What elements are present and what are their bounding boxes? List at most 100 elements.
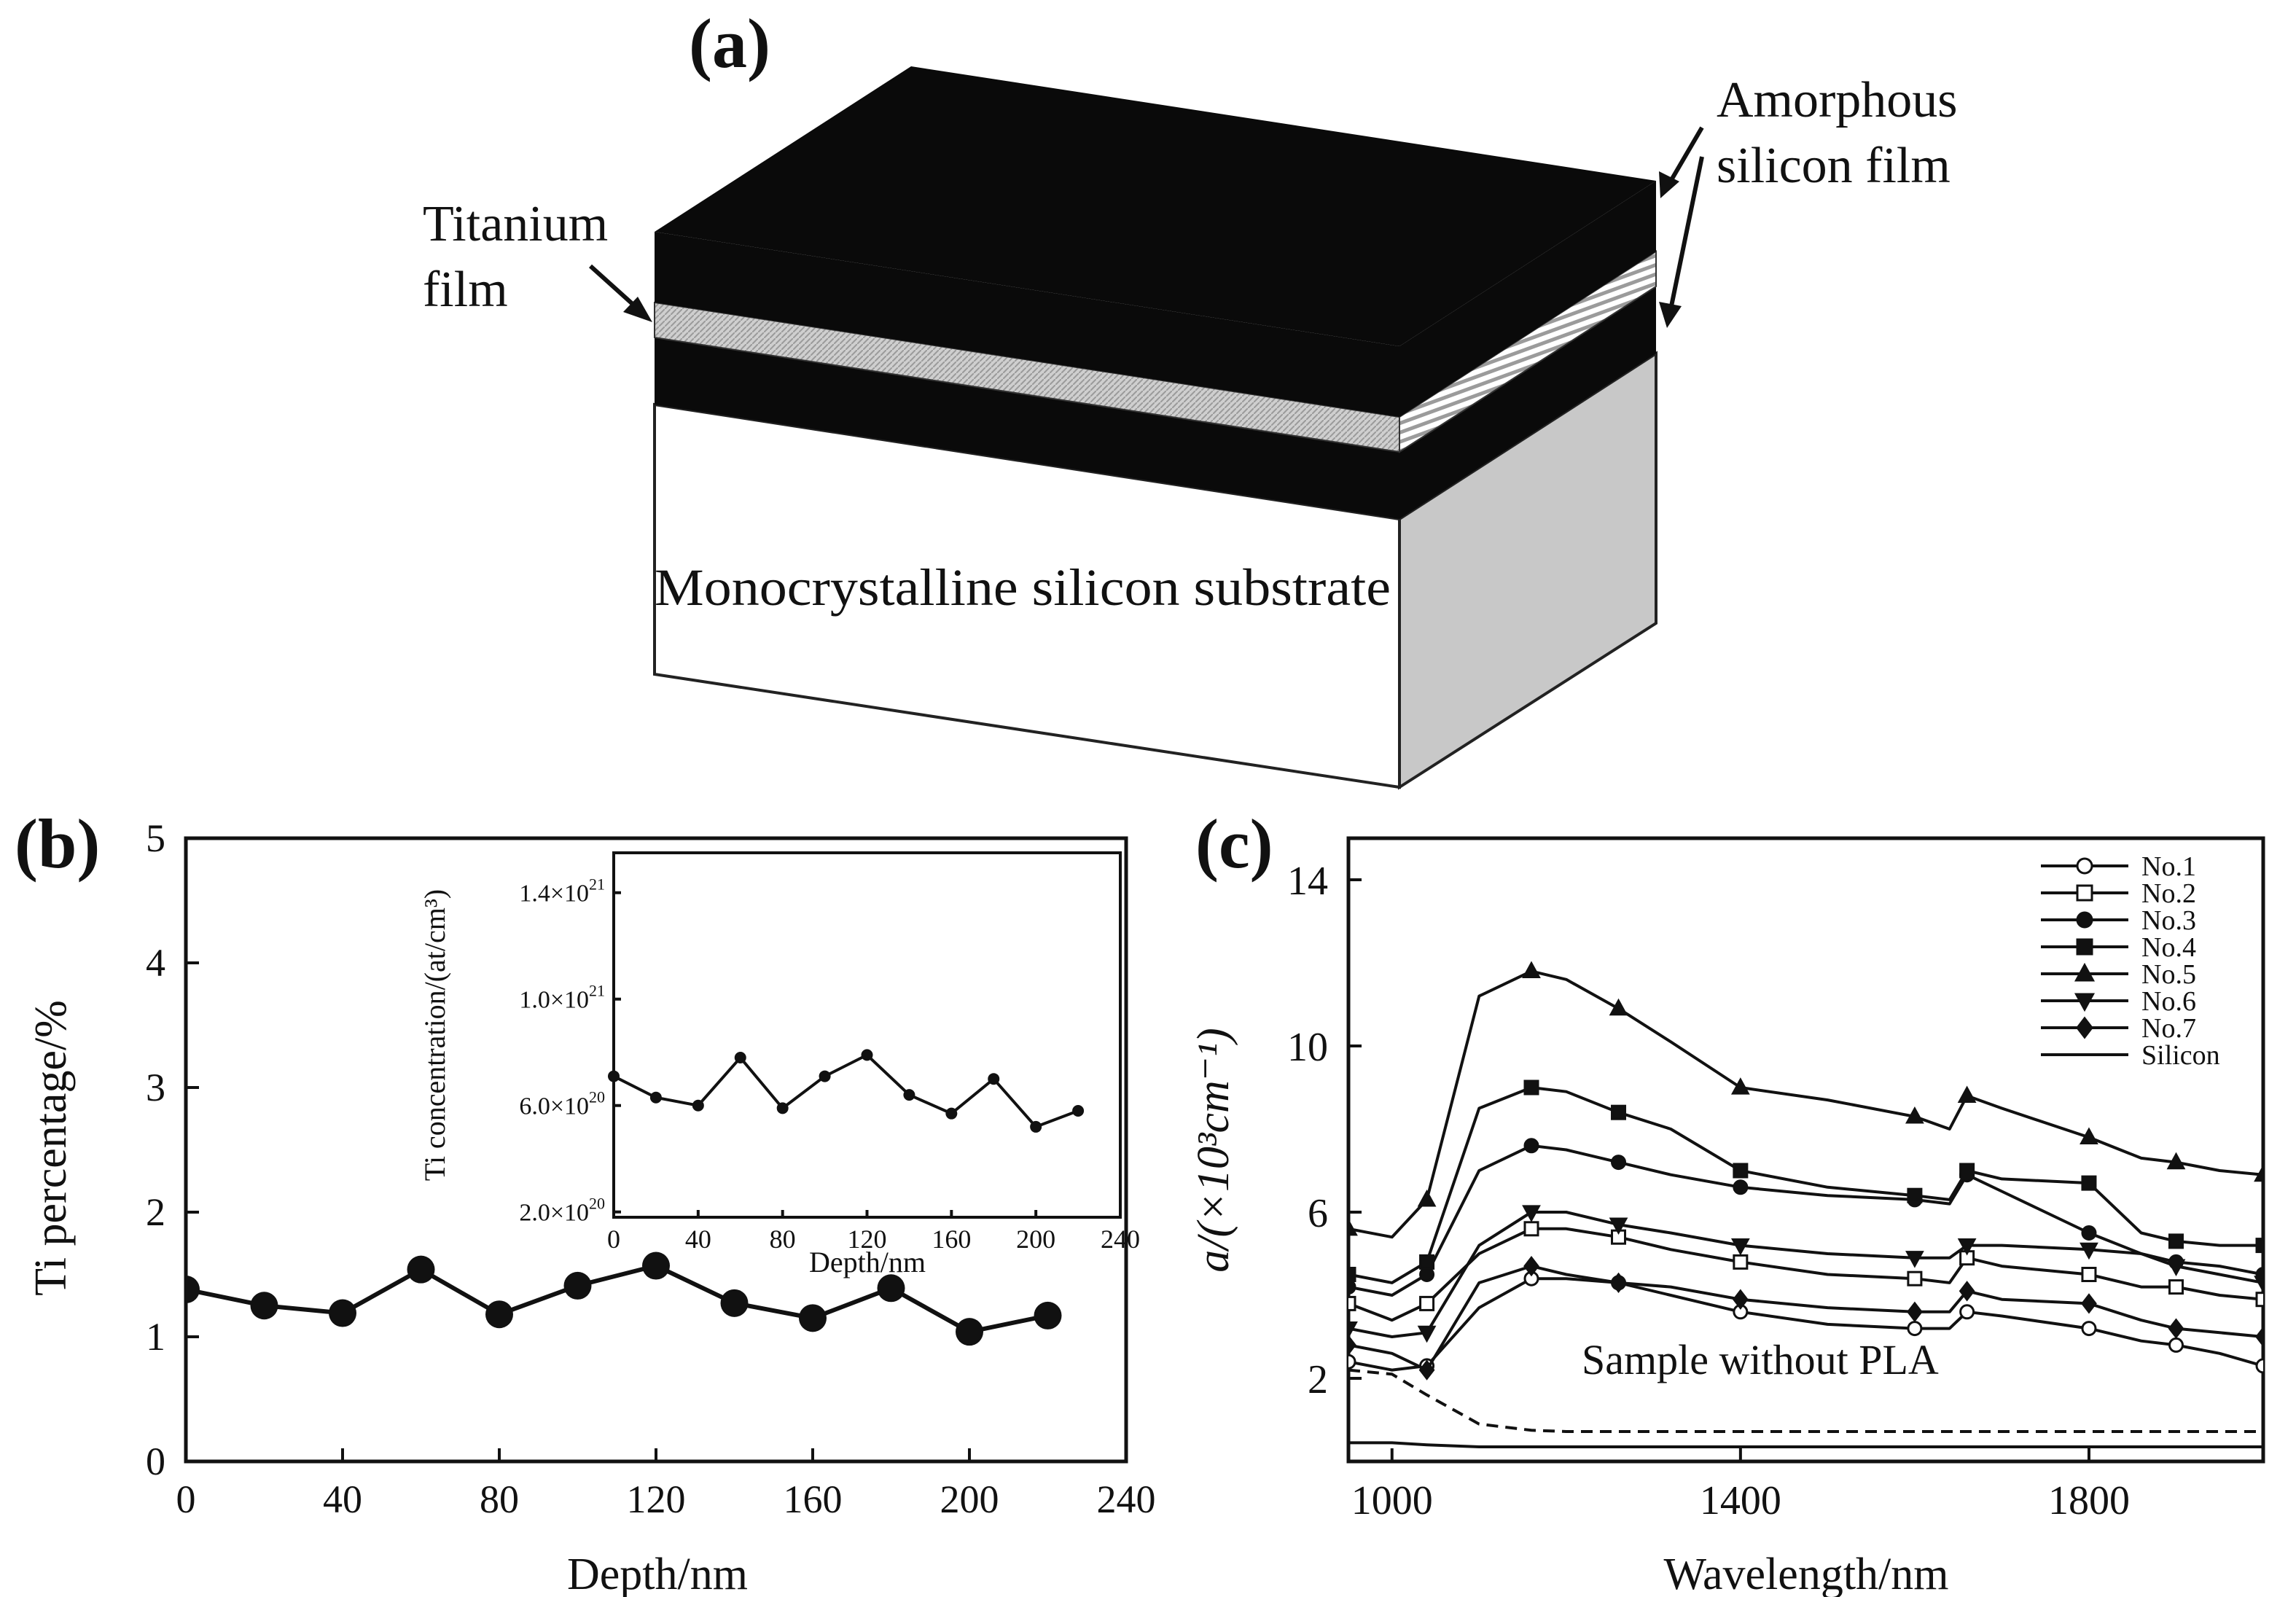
- b-main-y-tick-label: 0: [146, 1440, 165, 1483]
- b-main-point: [799, 1304, 827, 1332]
- c-legend-marker: [2076, 938, 2093, 956]
- b-main-series: [186, 1252, 1062, 1346]
- c-series-point: [1522, 1205, 1541, 1222]
- c-series-line: [1348, 1265, 2263, 1372]
- c-legend-item: No.1: [2041, 851, 2196, 882]
- c-series-line: [1348, 1086, 2263, 1284]
- c-legend-label: No.6: [2141, 986, 2196, 1017]
- c-series-point: [2166, 1259, 2186, 1277]
- amorphous-label-line2: silicon film: [1717, 138, 1951, 194]
- b-inset-x-tick-label: 120: [848, 1225, 887, 1254]
- panel-b: (b) 0 40 80 120 160 200 240 0 1 2 3 4 5 Depth/nm Ti…: [15, 805, 1156, 1597]
- c-y-tick-label: 10: [1287, 1025, 1328, 1070]
- c-series-point: [1417, 1325, 1437, 1343]
- c-series-point: [1907, 1270, 1923, 1286]
- b-inset-point: [734, 1052, 746, 1064]
- b-inset-frame: [612, 851, 1122, 1219]
- c-series-point: [1348, 1335, 1356, 1356]
- b-main-y-axis-label: Ti percentage/%: [26, 1000, 76, 1296]
- b-inset-point: [692, 1099, 704, 1112]
- b-main-x-tick-label: 40: [323, 1477, 362, 1521]
- b-inset-series: [608, 1049, 1085, 1133]
- c-series-point: [1733, 1179, 1749, 1195]
- titanium-label-line1: Titanium: [423, 196, 608, 252]
- b-inset-x-tick-label: 0: [607, 1225, 620, 1254]
- c-series-point: [1418, 1359, 1435, 1381]
- c-series-point: [2255, 1292, 2263, 1308]
- c-series-point: [1610, 1272, 1627, 1294]
- c-series-point: [2168, 1318, 2184, 1339]
- c-series-sample-without-pla: [1348, 1368, 2263, 1433]
- c-x-tick-label: 1800: [2048, 1478, 2130, 1523]
- c-series-point: [1419, 1267, 1435, 1282]
- b-inset-y-tick-label: 1.4×1021: [519, 875, 605, 907]
- b-main-y-tick-label: 5: [146, 816, 165, 860]
- c-series-no-6: [1348, 1205, 2263, 1343]
- c-y-tick-label: 6: [1308, 1191, 1328, 1236]
- c-series-no-7: [1348, 1255, 2263, 1381]
- titanium-label-line2: film: [423, 262, 508, 318]
- c-x-axis: 1000 1400 1800: [1351, 1448, 2130, 1523]
- c-series-point: [1959, 1281, 1975, 1302]
- c-legend-item: No.6: [2041, 986, 2196, 1017]
- c-series-point: [2168, 1337, 2184, 1353]
- c-series-no-4: [1348, 1079, 2263, 1284]
- titanium-arrow: [588, 264, 652, 322]
- c-series-line: [1348, 1227, 2263, 1322]
- b-main-x-tick-label: 120: [627, 1477, 686, 1521]
- b-main-point: [563, 1271, 592, 1300]
- panel-c-label: (c): [1195, 805, 1273, 883]
- c-series-point: [2254, 1164, 2263, 1182]
- b-inset-point: [608, 1070, 620, 1082]
- c-series-point: [1522, 961, 1541, 978]
- c-series-point: [1348, 1279, 1356, 1295]
- b-main-point: [485, 1300, 513, 1329]
- c-series-point: [1905, 1251, 1924, 1268]
- c-y-tick-label: 14: [1287, 859, 1328, 904]
- amorphous-arrow-top: [1659, 126, 1704, 198]
- c-legend-item: Silicon: [2041, 1040, 2220, 1071]
- c-series-point: [2081, 1225, 2097, 1241]
- c-series-point: [1523, 1221, 1539, 1237]
- c-series-point: [1611, 1155, 1627, 1171]
- c-series-point: [1419, 1254, 1435, 1270]
- b-inset-x-axis-label: Depth/nm: [809, 1246, 926, 1278]
- c-x-tick-label: 1400: [1700, 1478, 1781, 1523]
- c-series-point: [2255, 1358, 2263, 1374]
- c-series-point: [1609, 1217, 1628, 1235]
- c-series-point: [2168, 1279, 2184, 1295]
- c-series-point: [1957, 1238, 1977, 1256]
- c-series-point: [2081, 1267, 2097, 1282]
- c-legend-label: Silicon: [2141, 1040, 2220, 1071]
- panel-b-label: (b): [15, 805, 100, 883]
- c-frame: [1346, 836, 2265, 1464]
- substrate-side-face: [1398, 351, 1657, 790]
- panel-a: (a) Titanium film Amorphous silicon film: [423, 4, 1958, 790]
- c-series-point: [2168, 1233, 2184, 1249]
- c-series-point: [1348, 1218, 1358, 1236]
- c-series-point: [1733, 1163, 1749, 1179]
- c-series-point: [2081, 1175, 2097, 1191]
- b-inset-x-tick-label: 40: [685, 1225, 711, 1254]
- c-series-point: [1907, 1321, 1923, 1337]
- b-inset-line: [613, 1053, 1079, 1129]
- b-inset-y-tick-label: 1.0×1021: [519, 982, 605, 1014]
- b-main-point: [407, 1255, 435, 1284]
- b-inset-y-tick-label: 2.0×1020: [519, 1195, 605, 1227]
- c-series-point: [1730, 1077, 1750, 1095]
- b-main-point: [250, 1292, 278, 1320]
- upper-amorphous-layer-top: [655, 66, 1656, 346]
- panel-c: (c) 1000 1400 1800 2 6 10 14 Wavelength/nm a/…: [1189, 805, 2265, 1597]
- c-legend-label: No.7: [2141, 1013, 2196, 1044]
- b-inset-point: [1030, 1120, 1042, 1133]
- titanium-label: Titanium film: [423, 196, 621, 318]
- b-main-x-tick-label: 80: [480, 1477, 519, 1521]
- b-inset-y-axis: 2.0×1020 6.0×1020 1.0×1021 1.4×1021: [519, 875, 621, 1227]
- b-main-y-axis: 0 1 2 3 4 5: [146, 816, 199, 1483]
- c-series-point: [1957, 1085, 1977, 1103]
- b-main-x-axis-label: Depth/nm: [567, 1550, 748, 1597]
- c-series-point: [2166, 1152, 2186, 1170]
- c-series-line: [1348, 1211, 2263, 1338]
- c-series-point: [2255, 1326, 2263, 1348]
